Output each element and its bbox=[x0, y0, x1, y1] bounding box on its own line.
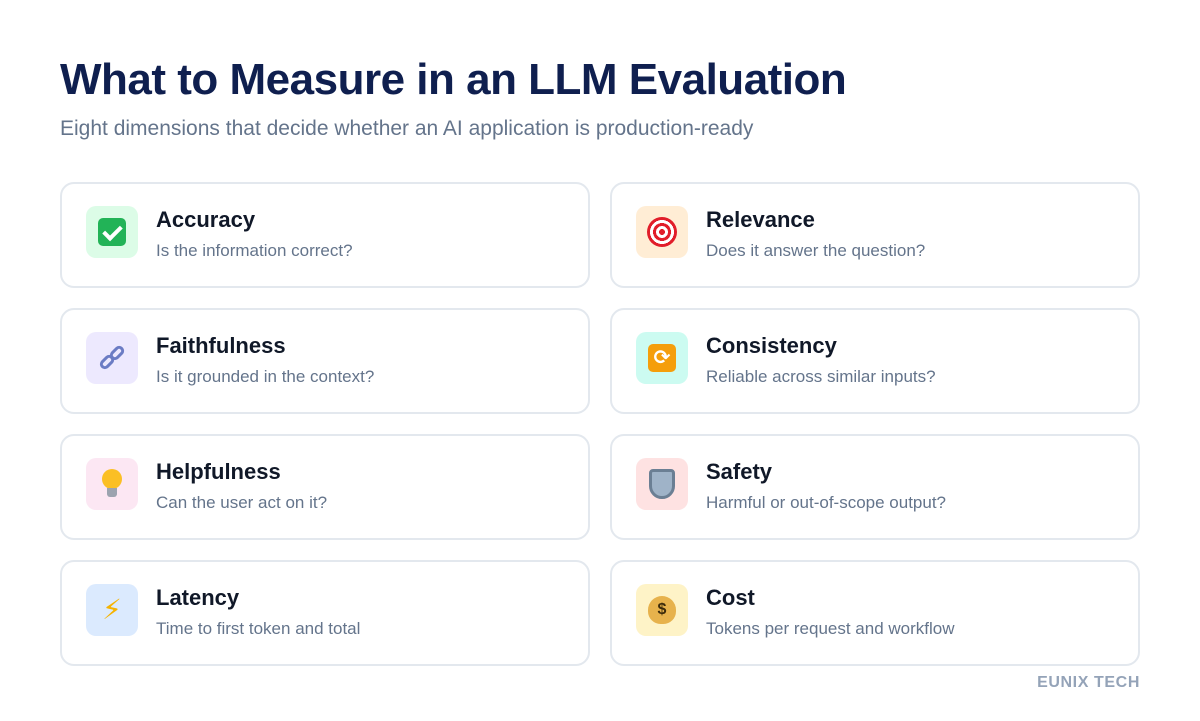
card-helpfulness: Helpfulness Can the user act on it? bbox=[60, 434, 590, 540]
card-title: Faithfulness bbox=[156, 333, 286, 358]
repeat-icon: ⟳ bbox=[636, 332, 688, 384]
check-mark-icon bbox=[86, 206, 138, 258]
card-description: Reliable across similar inputs? bbox=[706, 367, 936, 386]
shield-icon bbox=[636, 458, 688, 510]
card-accuracy: Accuracy Is the information correct? bbox=[60, 182, 590, 288]
lightning-icon: ⚡ bbox=[86, 584, 138, 636]
card-latency: ⚡ Latency Time to first token and total bbox=[60, 560, 590, 666]
card-safety: Safety Harmful or out-of-scope output? bbox=[610, 434, 1140, 540]
money-bag-icon: $ bbox=[636, 584, 688, 636]
card-title: Helpfulness bbox=[156, 459, 281, 484]
card-description: Is the information correct? bbox=[156, 241, 353, 260]
card-description: Does it answer the question? bbox=[706, 241, 926, 260]
card-relevance: Relevance Does it answer the question? bbox=[610, 182, 1140, 288]
card-description: Tokens per request and workflow bbox=[706, 619, 955, 638]
card-cost: $ Cost Tokens per request and workflow bbox=[610, 560, 1140, 666]
card-title: Cost bbox=[706, 585, 755, 610]
card-description: Is it grounded in the context? bbox=[156, 367, 375, 386]
dimension-grid: Accuracy Is the information correct? Rel… bbox=[60, 182, 1140, 666]
card-faithfulness: Faithfulness Is it grounded in the conte… bbox=[60, 308, 590, 414]
lightbulb-icon bbox=[86, 458, 138, 510]
card-title: Accuracy bbox=[156, 207, 256, 232]
card-title: Relevance bbox=[706, 207, 815, 232]
link-icon bbox=[86, 332, 138, 384]
card-title: Safety bbox=[706, 459, 773, 484]
card-title: Latency bbox=[156, 585, 240, 610]
card-description: Can the user act on it? bbox=[156, 493, 328, 512]
card-description: Harmful or out-of-scope output? bbox=[706, 493, 947, 512]
page-subtitle: Eight dimensions that decide whether an … bbox=[60, 117, 754, 140]
card-title: Consistency bbox=[706, 333, 837, 358]
card-consistency: ⟳ Consistency Reliable across similar in… bbox=[610, 308, 1140, 414]
brand-logo-text: EUNIX TECH bbox=[1037, 674, 1140, 691]
target-icon bbox=[636, 206, 688, 258]
card-description: Time to first token and total bbox=[156, 619, 361, 638]
page-title: What to Measure in an LLM Evaluation bbox=[60, 55, 847, 104]
